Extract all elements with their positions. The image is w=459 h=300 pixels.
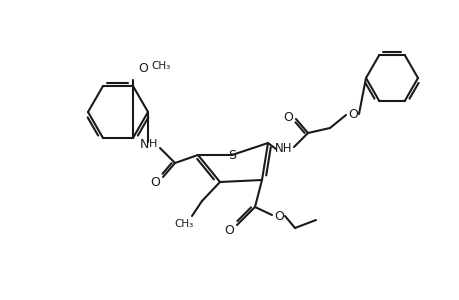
Text: N: N — [139, 137, 148, 151]
Text: O: O — [138, 61, 148, 74]
Text: H: H — [149, 139, 157, 149]
Text: O: O — [150, 176, 160, 188]
Text: CH₃: CH₃ — [151, 61, 170, 71]
Text: NH: NH — [274, 142, 292, 154]
Text: S: S — [228, 148, 235, 161]
Text: O: O — [282, 110, 292, 124]
Text: O: O — [347, 107, 357, 121]
Text: O: O — [224, 224, 234, 236]
Text: O: O — [274, 209, 283, 223]
Text: CH₃: CH₃ — [174, 219, 193, 229]
